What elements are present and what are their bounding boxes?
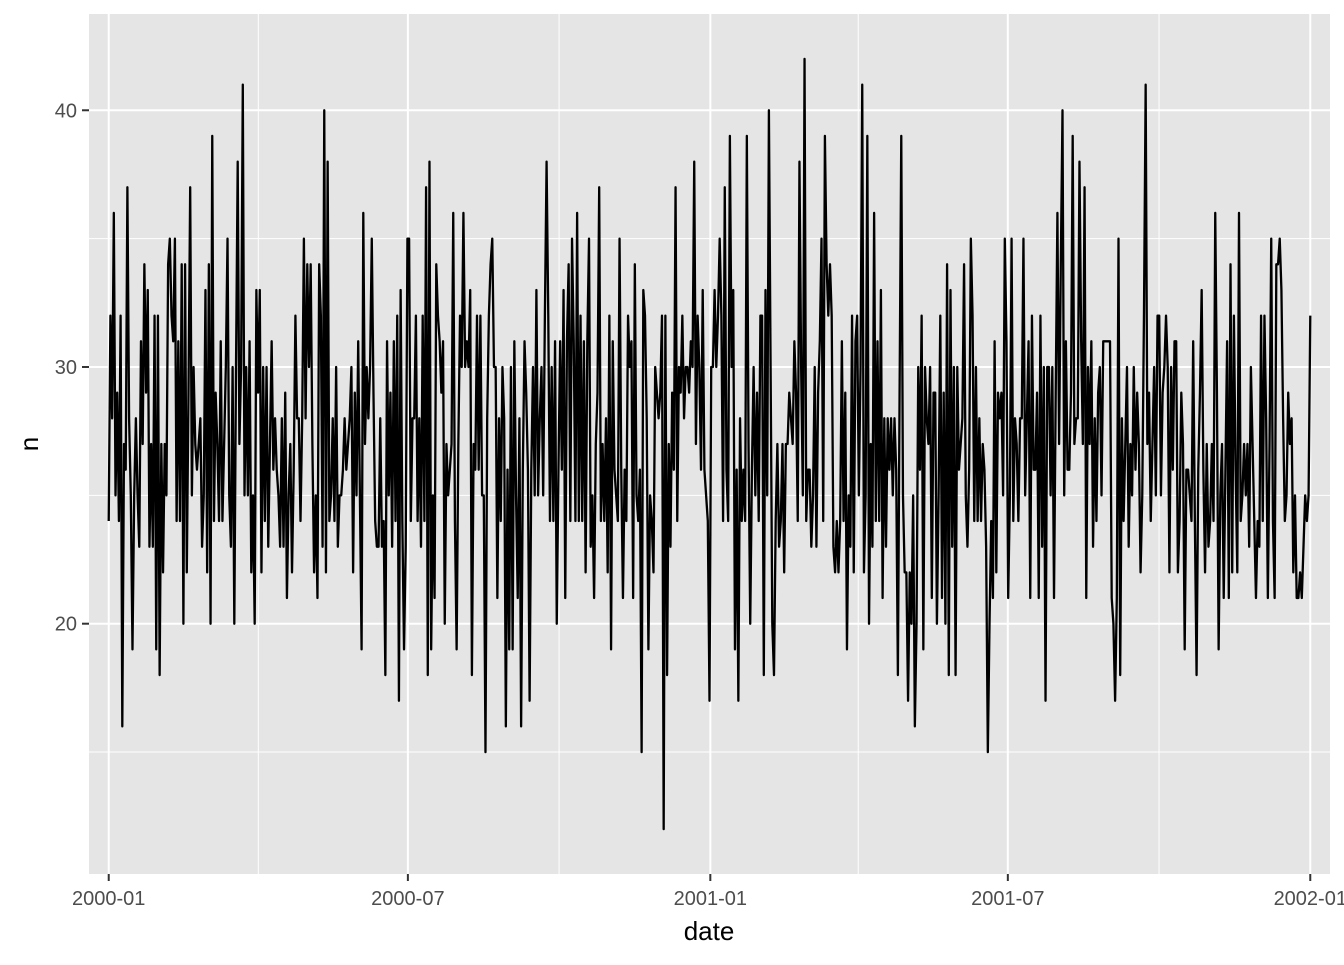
x-tick-label: 2001-01 [674, 888, 747, 910]
series-layer [107, 57, 1312, 831]
y-axis: 20 30 40 [55, 100, 89, 636]
x-tick-label: 2000-07 [371, 888, 444, 910]
x-tick-label: 2002-01 [1274, 888, 1344, 910]
x-axis-title: date [684, 916, 735, 946]
series-line-1 [107, 57, 1312, 831]
x-tick-label: 2001-07 [971, 888, 1044, 910]
y-tick-label: 30 [55, 357, 77, 379]
x-tick-label: 2000-01 [72, 888, 145, 910]
x-axis: 2000-01 2000-07 2001-01 2001-07 2002-01 [72, 874, 1344, 910]
y-tick-label: 40 [55, 100, 77, 122]
y-axis-title: n [14, 437, 44, 451]
y-tick-label: 20 [55, 614, 77, 636]
